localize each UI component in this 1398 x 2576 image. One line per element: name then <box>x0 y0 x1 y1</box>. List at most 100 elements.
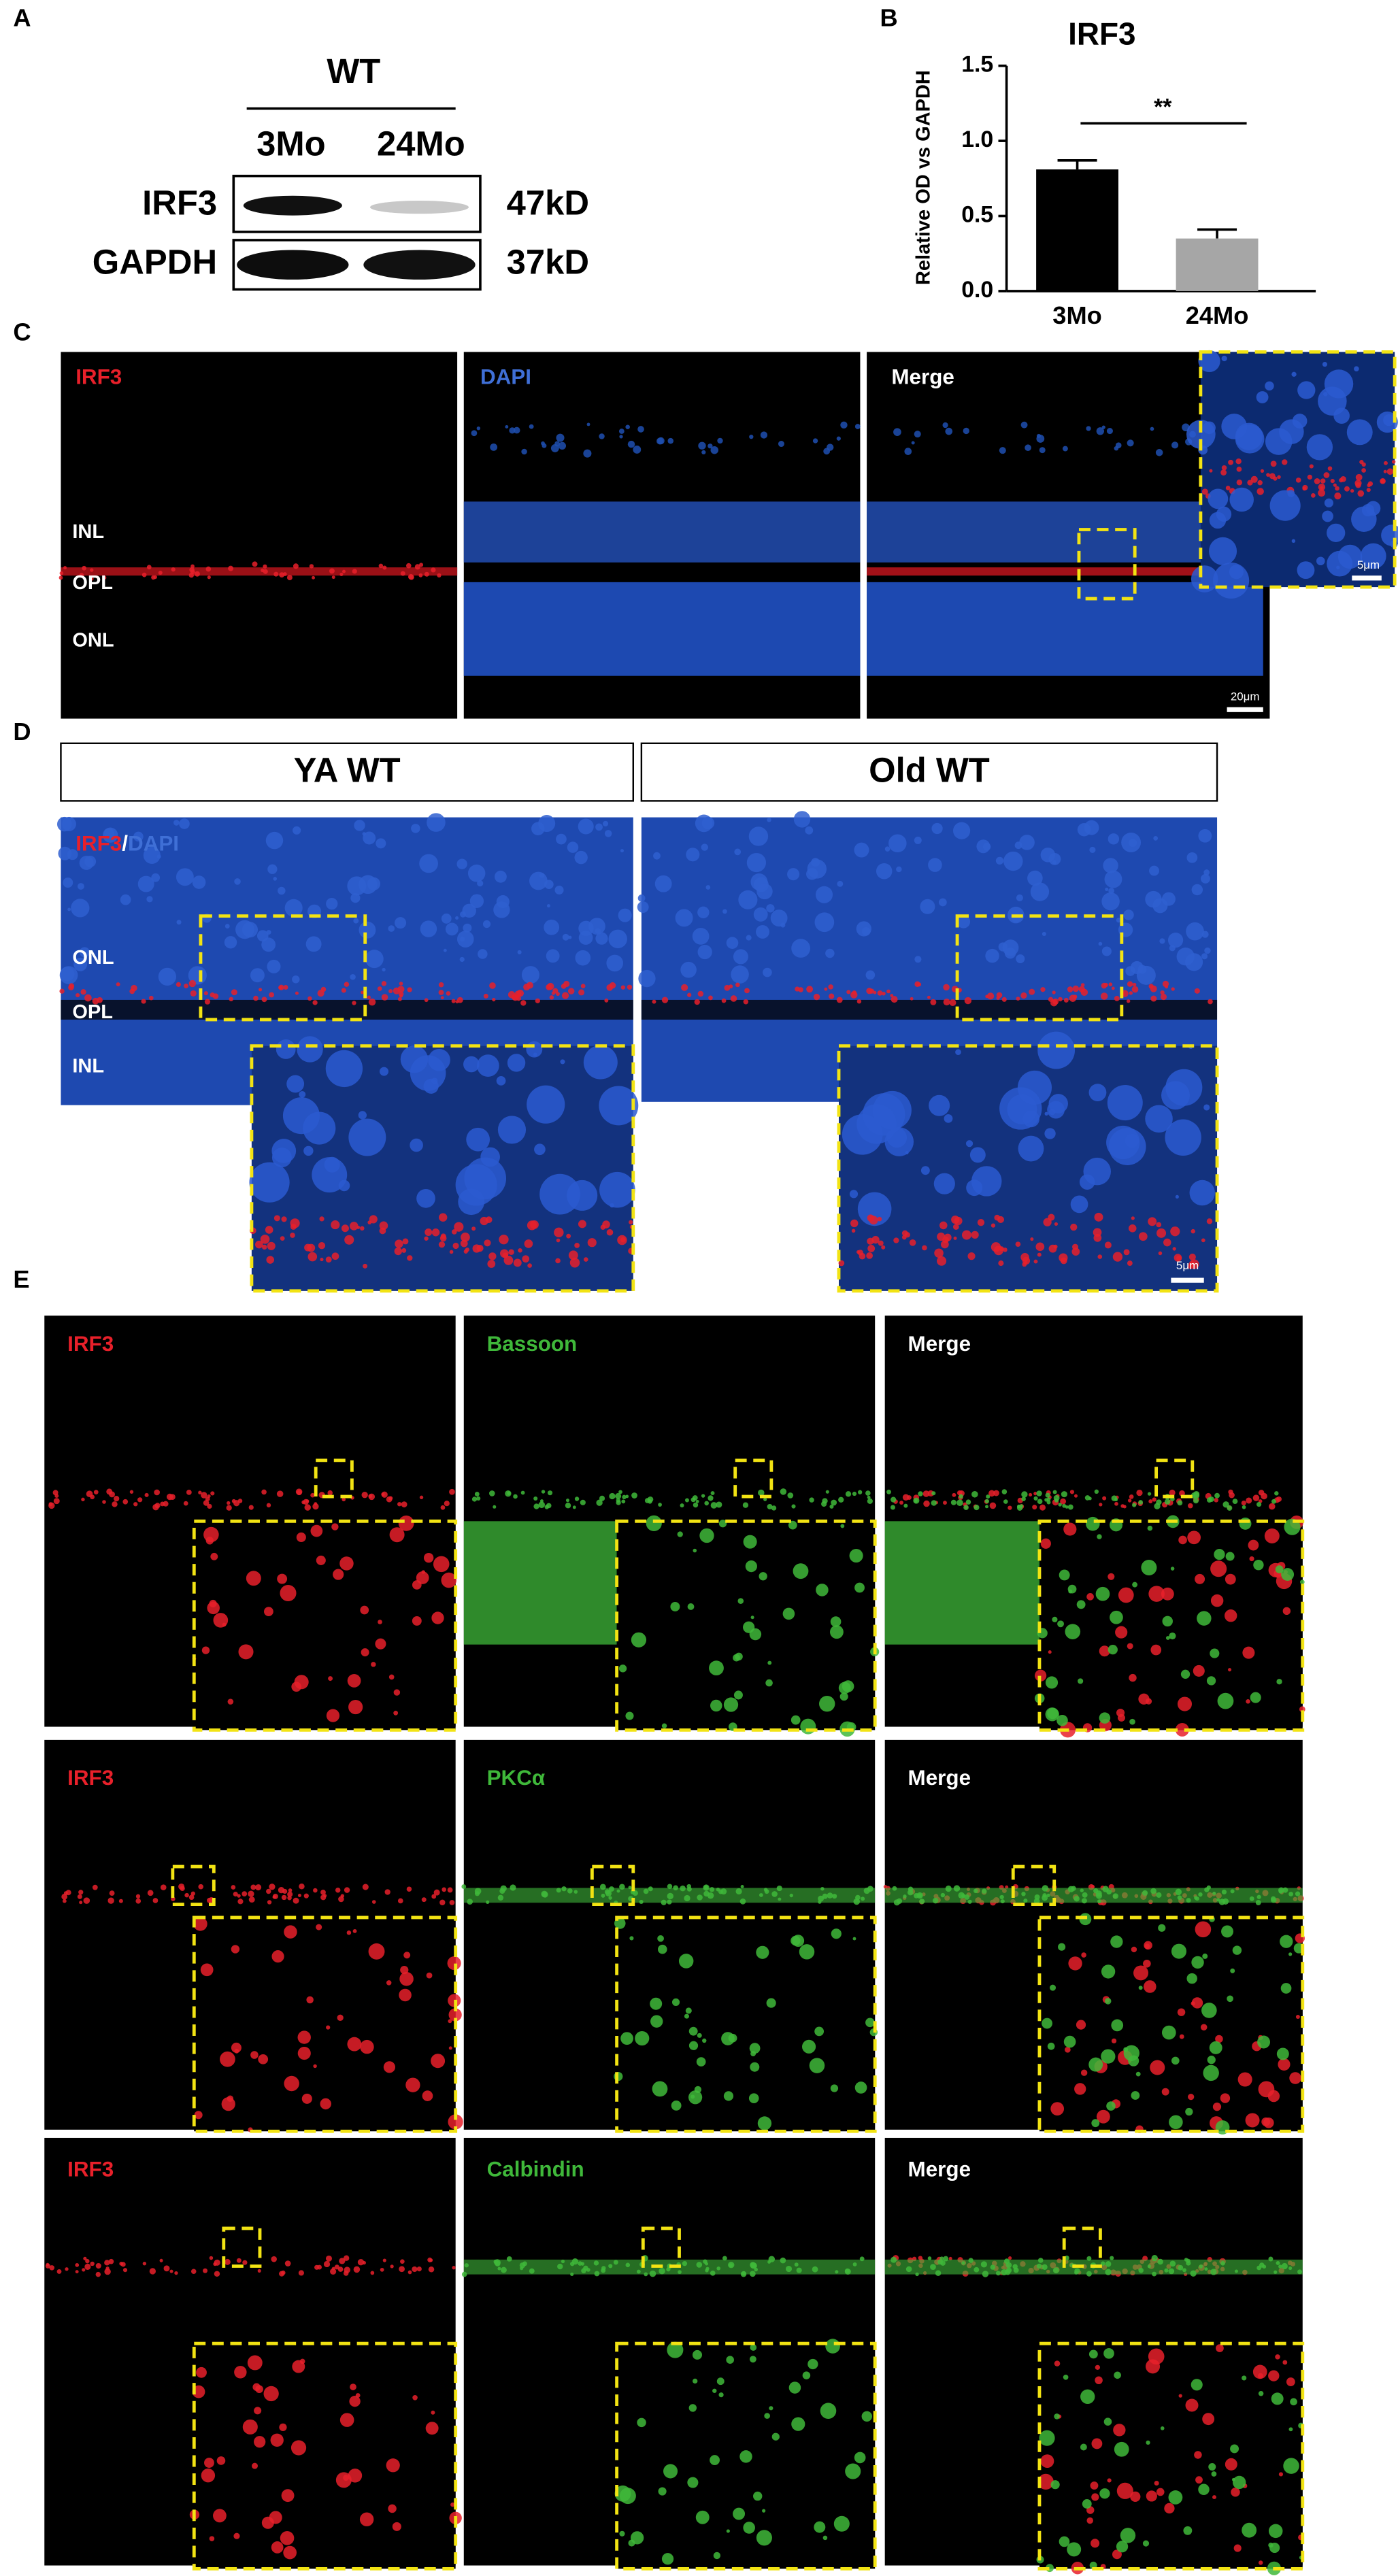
signal-dot <box>487 1260 496 1268</box>
signal-dot <box>1065 1624 1081 1639</box>
signal-dot <box>1246 1699 1250 1704</box>
signal-dot <box>734 848 742 856</box>
signal-dot <box>829 993 835 999</box>
signal-dot <box>821 1501 827 1507</box>
signal-dot <box>1297 381 1316 399</box>
signal-dot <box>1268 2542 1274 2548</box>
signal-dot <box>143 846 161 864</box>
signal-dot <box>1127 1499 1132 1503</box>
signal-dot <box>687 1603 695 1610</box>
signal-dot <box>1050 1984 1056 1991</box>
signal-dot <box>497 1116 527 1144</box>
signal-dot <box>667 1884 673 1890</box>
signal-dot <box>656 437 664 445</box>
signal-dot <box>53 1498 60 1505</box>
scale-bar <box>1227 707 1263 712</box>
signal-dot <box>1027 870 1043 886</box>
signal-dot <box>1076 1600 1086 1609</box>
signal-dot <box>688 2404 697 2412</box>
signal-dot <box>1127 1643 1133 1650</box>
signal-dot <box>914 431 921 438</box>
signal-dot <box>359 875 378 894</box>
signal-dot <box>84 855 97 867</box>
signal-dot <box>1132 1503 1137 1507</box>
signal-dot <box>1114 1501 1118 1506</box>
signal-dot <box>113 1495 120 1502</box>
signal-dot <box>369 1215 378 1224</box>
signal-dot <box>142 2262 147 2266</box>
signal-dot <box>307 1243 316 1252</box>
signal-dot <box>1235 458 1242 465</box>
signal-dot <box>1080 2443 1087 2451</box>
signal-dot <box>286 575 293 581</box>
signal-dot <box>1188 1260 1195 1267</box>
signal-dot <box>258 2054 269 2064</box>
signal-dot <box>303 1145 314 1156</box>
signal-dot <box>1088 2057 1103 2072</box>
signal-dot <box>1073 994 1078 999</box>
signal-dot <box>1229 1492 1235 1499</box>
signal-dot <box>1001 1489 1008 1494</box>
signal-dot <box>459 956 465 963</box>
signal-dot <box>852 1491 857 1496</box>
signal-dot <box>303 1111 336 1145</box>
signal-dot <box>845 1491 852 1497</box>
signal-dot <box>1144 1980 1156 1993</box>
signal-dot <box>261 937 276 952</box>
signal-dot <box>1116 1708 1125 1718</box>
signal-dot <box>1036 433 1042 439</box>
signal-dot <box>204 2458 214 2468</box>
signal-dot <box>262 1244 267 1250</box>
signal-dot <box>568 1250 578 1260</box>
signal-dot <box>463 1056 480 1073</box>
signal-dot <box>1091 1885 1095 1889</box>
signal-dot <box>1133 1965 1148 1981</box>
signal-dot <box>348 1699 363 1715</box>
signal-dot <box>1067 2542 1082 2557</box>
signal-dot <box>198 1884 204 1890</box>
signal-dot <box>701 843 708 851</box>
signal-dot <box>1094 1489 1099 1494</box>
signal-dot <box>1062 446 1068 452</box>
signal-dot <box>938 898 947 907</box>
signal-dot <box>267 959 281 973</box>
signal-dot <box>1002 939 1019 956</box>
signal-dot <box>261 2516 274 2529</box>
signal-dot <box>401 1248 407 1253</box>
signal-dot <box>1271 2392 1284 2405</box>
signal-dot <box>993 1490 999 1496</box>
signal-dot <box>565 1503 571 1509</box>
signal-dot <box>850 991 858 999</box>
signal-dot <box>1177 2008 1186 2016</box>
signal-dot <box>971 1231 979 1239</box>
signal-dot <box>1093 1233 1102 1242</box>
signal-dot <box>299 2358 305 2364</box>
signal-dot <box>1060 1498 1067 1505</box>
signal-dot <box>914 1499 918 1503</box>
signal-dot <box>80 989 86 995</box>
signal-dot <box>137 875 154 892</box>
signal-dot <box>148 995 154 1001</box>
signal-dot <box>1276 2047 1289 2060</box>
signal-dot <box>749 2043 761 2054</box>
signal-dot <box>1042 931 1046 937</box>
signal-dot <box>527 1220 537 1231</box>
signal-dot <box>1214 1497 1219 1503</box>
signal-dot <box>746 852 767 873</box>
zoom-box <box>222 2226 262 2268</box>
signal-dot <box>1111 2019 1124 2032</box>
signal-dot <box>56 2269 62 2274</box>
signal-dot <box>1280 1935 1293 1948</box>
signal-dot <box>273 877 278 881</box>
signal-dot <box>220 2051 235 2067</box>
signal-dot <box>1080 2069 1088 2076</box>
signal-dot <box>1282 2360 1288 2365</box>
signal-dot <box>397 986 405 993</box>
signal-dot <box>347 2037 362 2052</box>
signal-dot <box>424 998 429 1003</box>
stain: IRF3 <box>76 832 122 856</box>
signal-dot <box>79 947 90 958</box>
signal-dot <box>791 939 811 958</box>
signal-dot <box>399 2266 405 2273</box>
signal-dot <box>586 422 590 426</box>
